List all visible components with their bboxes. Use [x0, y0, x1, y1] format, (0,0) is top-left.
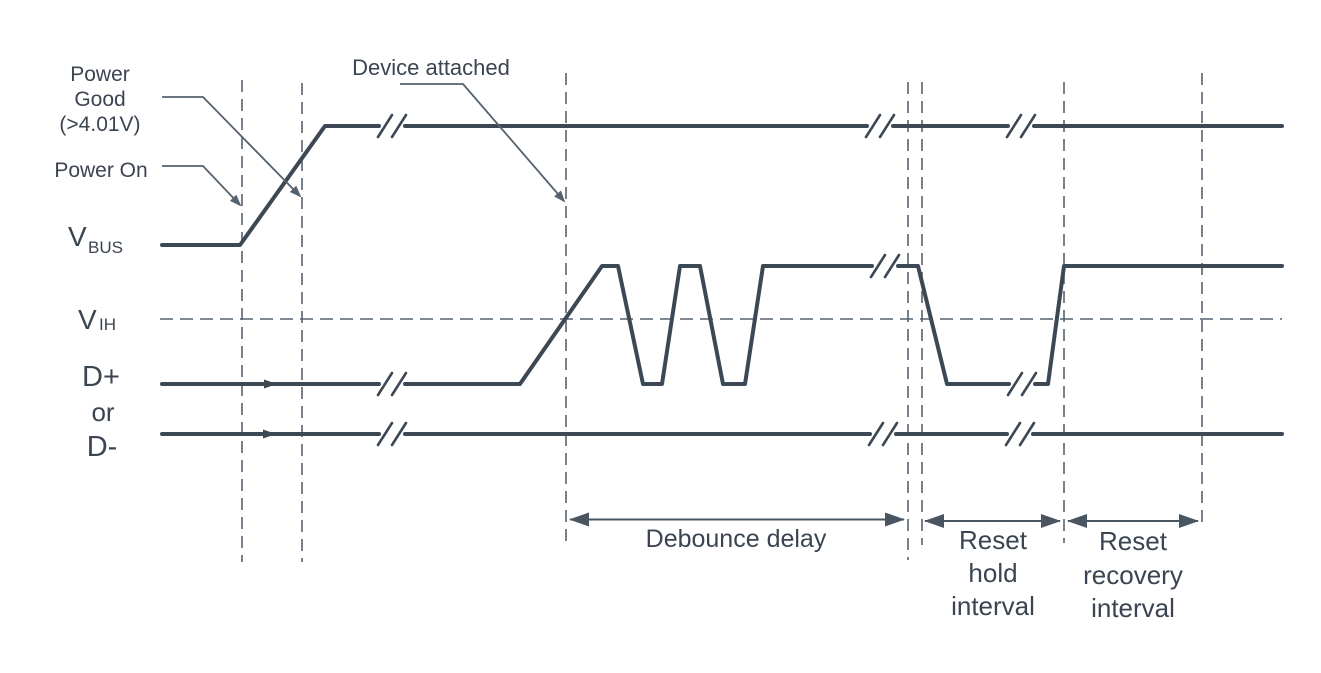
break-slash [881, 421, 899, 447]
reset-hold-label-line3: interval [951, 591, 1035, 621]
break-slash [390, 113, 408, 139]
break-slash [869, 253, 887, 279]
power-on-leader [162, 165, 242, 207]
break-slash [1019, 113, 1037, 139]
timing-gridlines [241, 73, 1203, 562]
break-slash [864, 113, 882, 139]
break-slash [1018, 421, 1036, 447]
debounce-delay-label: Debounce delay [646, 525, 827, 553]
power-good-label-line3: (>4.01V) [59, 113, 140, 136]
device-attached-leader [400, 83, 566, 203]
vih-label: V [78, 304, 97, 335]
vbus-label-subscript: BUS [88, 238, 123, 257]
reset-recovery-label-line1: Reset [1099, 526, 1168, 556]
or-label: or [91, 397, 114, 427]
dminus-label: D- [87, 431, 118, 463]
break-slash [1005, 113, 1023, 139]
vbus-waveform [160, 124, 1284, 247]
break-slash [883, 253, 901, 279]
break-slash [878, 113, 896, 139]
reset-recovery-label-line3: interval [1091, 593, 1175, 623]
interval-labels: Debounce delay Reset hold interval Reset… [646, 525, 1183, 623]
break-slash [390, 421, 408, 447]
device-attached-label: Device attached [352, 55, 510, 80]
break-slash [390, 371, 408, 397]
annotation-labels: Power Good (>4.01V) Power On Device atta… [54, 55, 510, 182]
break-slash [376, 113, 394, 139]
break-slash [1006, 371, 1024, 397]
dplus-waveform [160, 264, 1284, 386]
waveforms [160, 124, 1284, 436]
vbus-label: V [68, 221, 87, 252]
power-good-label-line2: Good [74, 88, 125, 111]
reset-hold-label-line1: Reset [959, 525, 1028, 555]
reset-hold-label-line2: hold [968, 558, 1017, 588]
break-slash [376, 421, 394, 447]
dplus-direction-arrow-icon [264, 379, 277, 389]
leader-lines [162, 83, 566, 207]
break-slash [867, 421, 885, 447]
break-slash [376, 371, 394, 397]
power-good-label-line1: Power [70, 63, 130, 86]
power-on-label: Power On [54, 159, 147, 182]
signal-labels: V BUS V IH D+ or D- [68, 221, 123, 463]
power-good-leader [162, 96, 302, 198]
dplus-label: D+ [82, 361, 120, 393]
vih-label-subscript: IH [99, 315, 116, 334]
dminus-direction-arrow-icon [263, 429, 276, 439]
break-slash [1004, 421, 1022, 447]
reset-recovery-label-line2: recovery [1083, 560, 1183, 590]
break-marks [376, 113, 1038, 447]
break-slash [1020, 371, 1038, 397]
dimension-arrows [569, 512, 1199, 528]
